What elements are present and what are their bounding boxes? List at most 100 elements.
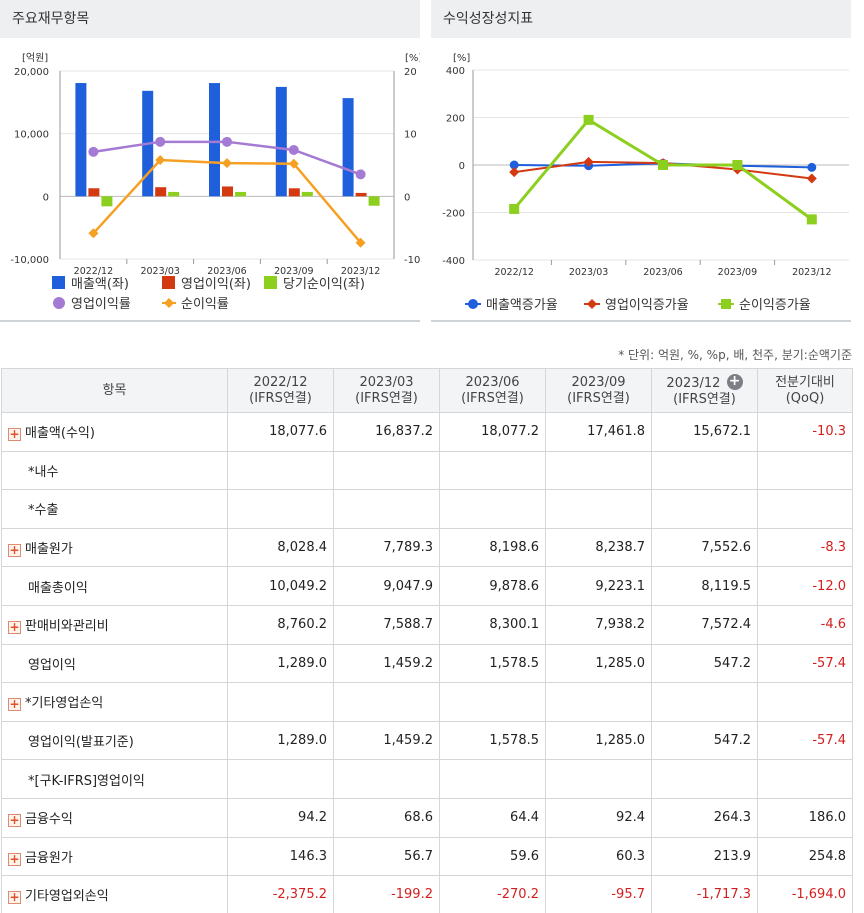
- cell-value: 8,300.1: [439, 604, 546, 645]
- y-tick-label: -200: [442, 209, 465, 220]
- row-label-text: 매출액(수익): [25, 426, 95, 442]
- legend-label: 영업이익증가율: [605, 298, 689, 313]
- cell-value: [333, 759, 440, 799]
- growth-indicators-title: 수익성장성지표: [431, 0, 851, 38]
- y-axis-label: [%]: [453, 53, 470, 64]
- cell-value: 59.6: [439, 836, 546, 877]
- table-row: 매출총이익 10,049.2 9,047.9 9,878.6 9,223.1 8,119.…: [1, 566, 853, 606]
- header-item: 항목: [1, 368, 228, 413]
- financial-items-chart: [억원] [%] 20,000 20 10,000 10 0 0 -10,000 -10 2022/…: [10, 52, 420, 312]
- x-tick-label: 2022/12: [74, 266, 113, 277]
- cell-value: [333, 450, 440, 491]
- expand-plus-icon[interactable]: +: [8, 697, 21, 712]
- cell-value: 264.3: [651, 797, 758, 838]
- row-label-text: 영업이익: [28, 657, 76, 673]
- financial-items-panel: 주요재무항목 [억원] [%] 20,000 20 10,000 10 0 0 -10,000 -…: [0, 0, 420, 322]
- row-label-text: *수출: [28, 503, 59, 519]
- bar-revenue: [209, 83, 220, 197]
- legend-swatch: [164, 298, 174, 308]
- header-period: 2023/09 (IFRS연결): [545, 368, 652, 413]
- cell-value: 8,238.7: [545, 527, 652, 568]
- bar-operating-profit: [288, 188, 300, 197]
- row-label-text: 영업이익(발표기준): [28, 735, 134, 751]
- left-axis-label: [억원]: [22, 52, 48, 64]
- row-label: 영업이익(발표기준): [1, 720, 228, 761]
- cell-value: 92.4: [545, 797, 652, 838]
- cell-value: 547.2: [651, 720, 758, 761]
- cell-value: 9,878.6: [439, 566, 546, 606]
- cell-value: [651, 759, 758, 799]
- right-axis-label: [%]: [405, 53, 420, 64]
- cell-value: [333, 682, 440, 722]
- right-tick-label: 20: [404, 67, 417, 78]
- x-tick-label: 2022/12: [494, 267, 533, 278]
- expand-plus-icon[interactable]: +: [8, 890, 21, 905]
- cell-value: [651, 489, 758, 529]
- bar-net-income: [301, 191, 313, 197]
- cell-value: 1,289.0: [227, 720, 334, 761]
- row-label-text: *내수: [28, 464, 59, 480]
- cell-value: 56.7: [333, 836, 440, 877]
- line-point: [222, 158, 232, 169]
- cell-value: 60.3: [545, 836, 652, 877]
- cell-value: [227, 450, 334, 491]
- financial-table: 항목 2022/12 (IFRS연결) 2023/03 (IFRS연결) 2023/…: [1, 368, 853, 913]
- cell-value: 9,223.1: [545, 566, 652, 606]
- row-label-text: *[구K-IFRS]영업이익: [28, 773, 145, 789]
- legend-swatch: [162, 276, 175, 289]
- line-point: [155, 154, 166, 165]
- x-tick-label: 2023/06: [643, 267, 682, 278]
- y-tick-label: 0: [459, 161, 465, 172]
- row-label[interactable]: + *기타영업손익: [1, 682, 228, 722]
- cell-value: 7,572.4: [651, 604, 758, 645]
- expand-plus-icon[interactable]: +: [8, 427, 21, 442]
- header-period: 2022/12 (IFRS연결): [227, 368, 334, 413]
- cell-value: 1,578.5: [439, 720, 546, 761]
- cell-value: 10,049.2: [227, 566, 334, 606]
- expand-plus-icon[interactable]: +: [8, 851, 21, 866]
- plus-circle-icon[interactable]: +: [726, 373, 743, 390]
- legend-label: 매출액증가율: [486, 298, 558, 313]
- row-label[interactable]: + 매출액(수익): [1, 412, 228, 452]
- row-label[interactable]: + 금융원가: [1, 836, 228, 877]
- row-label[interactable]: + 매출원가: [1, 527, 228, 568]
- legend-swatch: [468, 299, 478, 309]
- table-row: *수출: [1, 489, 853, 529]
- line-point: [583, 114, 594, 125]
- cell-value: 64.4: [439, 797, 546, 838]
- cell-value: 7,938.2: [545, 604, 652, 645]
- cell-value: -2,375.2: [227, 875, 334, 913]
- row-label[interactable]: + 판매비와관리비: [1, 604, 228, 645]
- left-tick-label: 20,000: [14, 67, 49, 78]
- expand-plus-icon[interactable]: +: [8, 620, 21, 635]
- row-label[interactable]: + 기타영업외손익: [1, 875, 228, 913]
- growth-indicators-chart: [%] 400 200 0 -200 -400 2022/12 2023/03 2023/06 2…: [442, 53, 849, 313]
- cell-value: [439, 450, 546, 491]
- y-tick-label: 200: [446, 114, 465, 125]
- cell-value: [545, 450, 652, 491]
- row-label[interactable]: + 금융수익: [1, 797, 228, 838]
- legend-label: 영업이익(좌): [181, 277, 251, 292]
- legend-swatch: [53, 297, 65, 309]
- table-row: *[구K-IFRS]영업이익: [1, 759, 853, 799]
- cell-value: -199.2: [333, 875, 440, 913]
- cell-value: 7,789.3: [333, 527, 440, 568]
- expand-plus-icon[interactable]: +: [8, 543, 21, 558]
- cell-value: [545, 489, 652, 529]
- table-header-row: 항목 2022/12 (IFRS연결) 2023/03 (IFRS연결) 2023/…: [1, 368, 853, 413]
- cell-qoq: -57.4: [757, 643, 853, 684]
- cell-value: 18,077.6: [227, 412, 334, 452]
- right-tick-label: 0: [404, 192, 410, 203]
- x-tick-label: 2023/03: [140, 266, 179, 277]
- cell-qoq: -10.3: [757, 412, 853, 452]
- cell-value: 146.3: [227, 836, 334, 877]
- cell-value: [545, 759, 652, 799]
- legend-swatch: [264, 276, 277, 289]
- cell-value: [227, 489, 334, 529]
- table-row: + 금융수익 94.2 68.6 64.4 92.4 264.3 186.0: [1, 797, 853, 838]
- expand-plus-icon[interactable]: +: [8, 813, 21, 828]
- legend-label: 순이익증가율: [739, 298, 811, 313]
- cell-value: 1,459.2: [333, 720, 440, 761]
- cell-value: [333, 489, 440, 529]
- left-tick-label: -10,000: [10, 255, 49, 266]
